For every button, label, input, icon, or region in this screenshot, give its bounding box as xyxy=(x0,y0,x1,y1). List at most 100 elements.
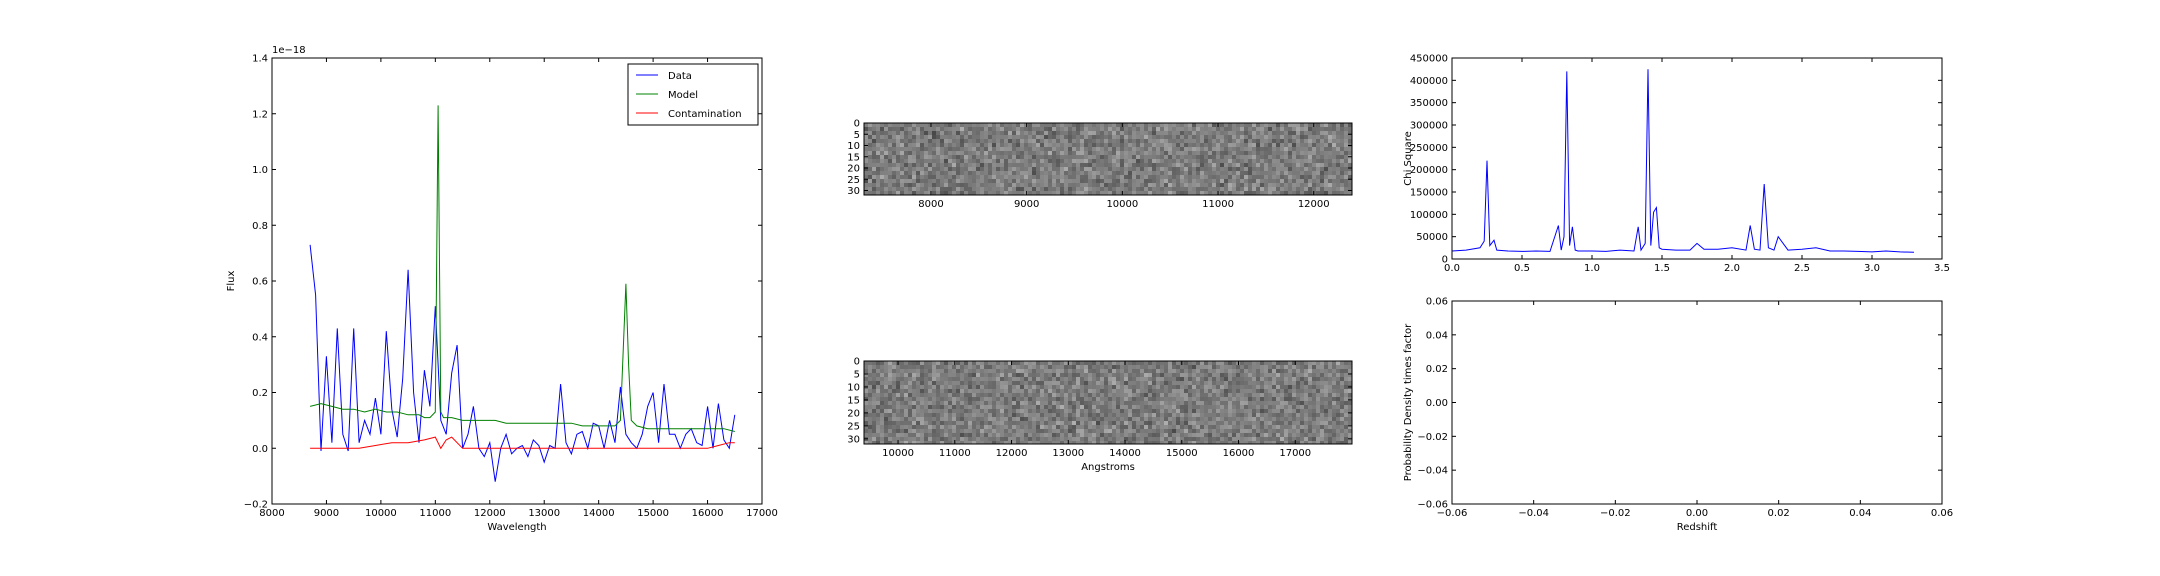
pixel xyxy=(916,409,920,413)
pixel xyxy=(888,389,892,393)
pixel xyxy=(1116,151,1120,155)
pixel xyxy=(924,365,928,369)
pixel xyxy=(1028,163,1032,167)
pixel xyxy=(1036,405,1040,409)
pixel xyxy=(1300,405,1304,409)
pixel xyxy=(1056,429,1060,433)
pixel xyxy=(1304,191,1308,195)
pixel xyxy=(1048,143,1052,147)
pixel xyxy=(1056,155,1060,159)
pixel xyxy=(1132,361,1136,365)
pixel xyxy=(916,191,920,195)
pixel xyxy=(1048,147,1052,151)
pixel xyxy=(1192,139,1196,143)
pixel xyxy=(996,179,1000,183)
pixel xyxy=(988,437,992,441)
pixel xyxy=(1232,441,1236,444)
pixel xyxy=(1196,397,1200,401)
pixel xyxy=(1112,167,1116,171)
pixel xyxy=(948,393,952,397)
pixel xyxy=(1332,401,1336,405)
pixel xyxy=(924,179,928,183)
pixel xyxy=(1212,127,1216,131)
pixel xyxy=(1056,417,1060,421)
pixel xyxy=(1284,441,1288,444)
pixel xyxy=(1076,127,1080,131)
pixel xyxy=(1168,147,1172,151)
pixel xyxy=(1308,413,1312,417)
pixel xyxy=(1340,365,1344,369)
pixel xyxy=(1324,417,1328,421)
pixel xyxy=(1008,143,1012,147)
pixel xyxy=(1088,123,1092,127)
pixel xyxy=(1200,369,1204,373)
pixel xyxy=(1204,425,1208,429)
pixel xyxy=(920,393,924,397)
pixel xyxy=(1008,377,1012,381)
pixel xyxy=(1284,369,1288,373)
pixel xyxy=(1196,131,1200,135)
pixel xyxy=(1284,429,1288,433)
pixel xyxy=(1012,135,1016,139)
pixel xyxy=(1192,441,1196,444)
pixel xyxy=(1292,417,1296,421)
pixel xyxy=(1160,433,1164,437)
pixel xyxy=(904,389,908,393)
pixel xyxy=(1300,429,1304,433)
pixel xyxy=(1204,429,1208,433)
pixel xyxy=(1008,361,1012,365)
pixel xyxy=(1172,397,1176,401)
pixel xyxy=(1112,151,1116,155)
pixel xyxy=(1220,191,1224,195)
pixel xyxy=(1020,171,1024,175)
pixel xyxy=(896,373,900,377)
pixel xyxy=(1064,123,1068,127)
pixel xyxy=(936,155,940,159)
pixel xyxy=(1272,159,1276,163)
pixel xyxy=(940,187,944,191)
pixel xyxy=(984,369,988,373)
pixel xyxy=(872,417,876,421)
pixel xyxy=(1044,405,1048,409)
pixel xyxy=(1308,397,1312,401)
pixel xyxy=(888,397,892,401)
pixel xyxy=(1004,429,1008,433)
pixel xyxy=(1268,425,1272,429)
pixel xyxy=(1268,377,1272,381)
pixel xyxy=(1196,167,1200,171)
pixel xyxy=(996,433,1000,437)
pixel xyxy=(1224,433,1228,437)
pixel xyxy=(1128,397,1132,401)
pixel xyxy=(1304,183,1308,187)
pixel xyxy=(1204,183,1208,187)
pixel xyxy=(1196,171,1200,175)
pixel xyxy=(936,393,940,397)
pixel xyxy=(1140,139,1144,143)
pixel xyxy=(1184,175,1188,179)
pixel xyxy=(1188,389,1192,393)
pixel xyxy=(1152,417,1156,421)
pixel xyxy=(872,155,876,159)
pixel xyxy=(1016,123,1020,127)
pixel xyxy=(1324,365,1328,369)
pixel xyxy=(1244,171,1248,175)
pixel xyxy=(968,135,972,139)
pixel xyxy=(1240,405,1244,409)
pixel xyxy=(1272,365,1276,369)
pixel xyxy=(1152,187,1156,191)
pixel xyxy=(908,175,912,179)
pixel xyxy=(1048,175,1052,179)
pixel xyxy=(1268,139,1272,143)
pixel xyxy=(1308,441,1312,444)
pixel xyxy=(1136,377,1140,381)
pixel xyxy=(996,171,1000,175)
pixel xyxy=(1164,123,1168,127)
pixel xyxy=(1296,187,1300,191)
pixel xyxy=(948,373,952,377)
pixel xyxy=(1264,179,1268,183)
pixel xyxy=(1312,139,1316,143)
pixel xyxy=(1032,385,1036,389)
pixel xyxy=(1120,183,1124,187)
pixel xyxy=(1108,135,1112,139)
pixel xyxy=(1032,413,1036,417)
